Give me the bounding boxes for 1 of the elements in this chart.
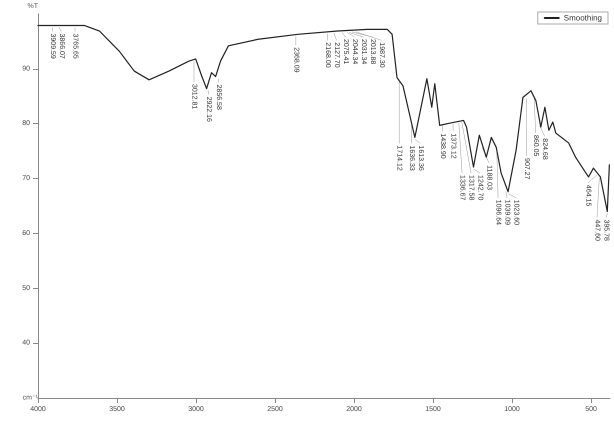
legend-label: Smoothing: [564, 14, 602, 22]
